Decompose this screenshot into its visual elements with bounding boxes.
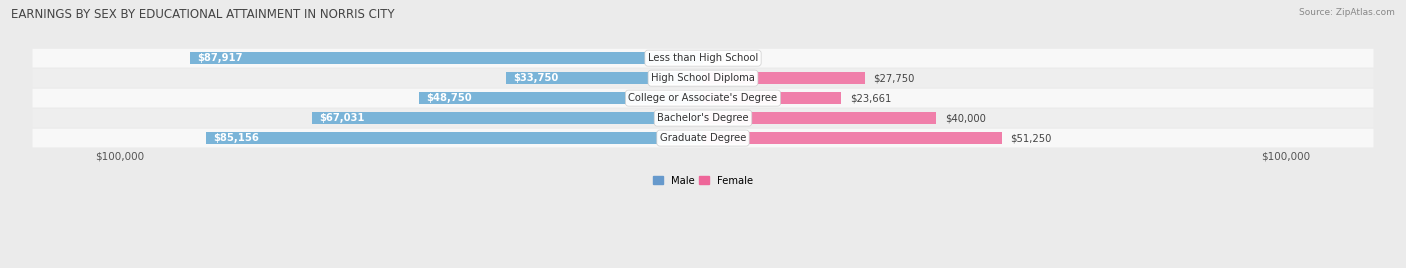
Text: Graduate Degree: Graduate Degree: [659, 133, 747, 143]
FancyBboxPatch shape: [32, 89, 1374, 107]
FancyBboxPatch shape: [32, 109, 1374, 128]
FancyBboxPatch shape: [32, 49, 1374, 68]
Text: $33,750: $33,750: [513, 73, 558, 83]
Text: Source: ZipAtlas.com: Source: ZipAtlas.com: [1299, 8, 1395, 17]
Bar: [703, 72, 865, 84]
Text: $85,156: $85,156: [214, 133, 259, 143]
Legend: Male, Female: Male, Female: [650, 172, 756, 190]
Bar: [190, 52, 703, 64]
Bar: [703, 132, 1002, 144]
FancyBboxPatch shape: [32, 69, 1374, 87]
Bar: [207, 132, 703, 144]
Text: High School Diploma: High School Diploma: [651, 73, 755, 83]
Text: $87,917: $87,917: [197, 53, 243, 63]
Text: $67,031: $67,031: [319, 113, 364, 123]
Text: $40,000: $40,000: [945, 113, 986, 123]
Text: $0: $0: [711, 53, 724, 63]
Text: College or Associate's Degree: College or Associate's Degree: [628, 93, 778, 103]
Bar: [703, 92, 841, 104]
Text: $27,750: $27,750: [873, 73, 915, 83]
Bar: [703, 112, 936, 124]
Text: $51,250: $51,250: [1011, 133, 1052, 143]
Bar: [312, 112, 703, 124]
Text: Less than High School: Less than High School: [648, 53, 758, 63]
Bar: [419, 92, 703, 104]
Text: $23,661: $23,661: [849, 93, 891, 103]
FancyBboxPatch shape: [32, 129, 1374, 147]
Text: Bachelor's Degree: Bachelor's Degree: [657, 113, 749, 123]
Text: $48,750: $48,750: [426, 93, 471, 103]
Text: EARNINGS BY SEX BY EDUCATIONAL ATTAINMENT IN NORRIS CITY: EARNINGS BY SEX BY EDUCATIONAL ATTAINMEN…: [11, 8, 395, 21]
Bar: [506, 72, 703, 84]
